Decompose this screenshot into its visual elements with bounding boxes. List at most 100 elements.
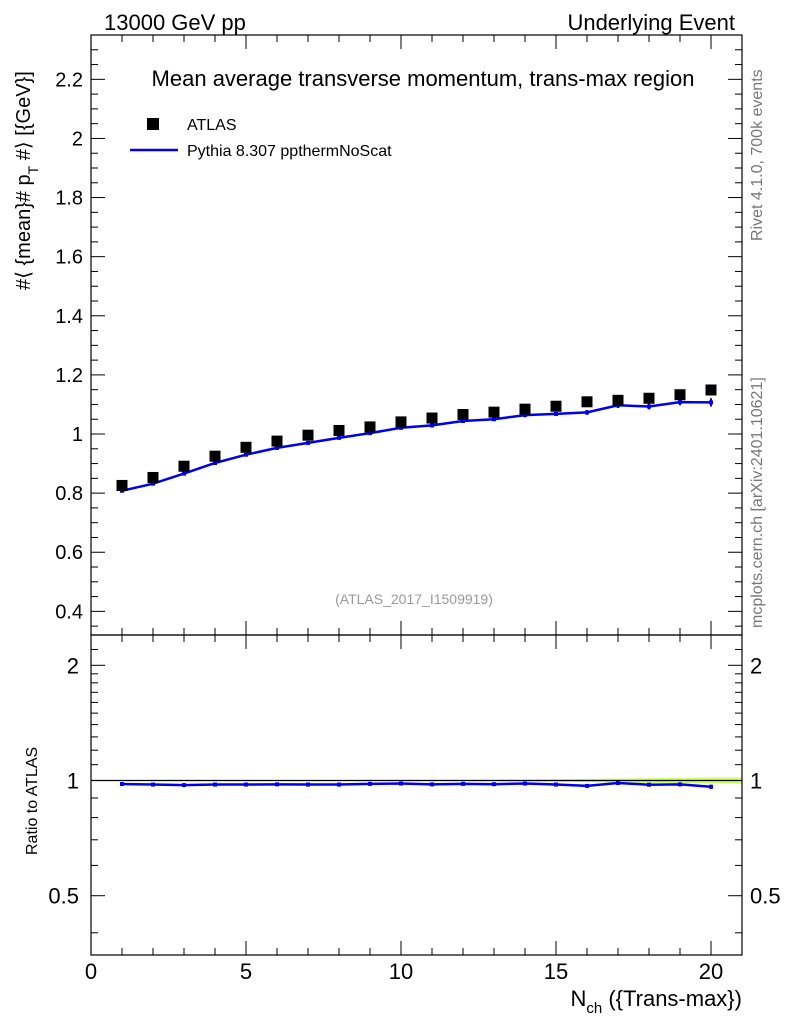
ratio-point — [523, 781, 527, 786]
atlas-point — [271, 435, 283, 447]
watermark: (ATLAS_2017_I1509919) — [335, 591, 493, 607]
main-ytick-label: 1.6 — [55, 247, 83, 269]
legend-atlas-label: ATLAS — [187, 117, 237, 134]
ratio-point — [244, 782, 248, 787]
pythia-point — [275, 445, 279, 450]
ratio-point — [337, 782, 341, 787]
legend-atlas-marker — [147, 118, 159, 130]
atlas-point — [395, 416, 407, 428]
ratio-point — [709, 784, 713, 789]
main-ytick-label: 2.2 — [55, 69, 83, 91]
x-tick-label: 15 — [544, 959, 568, 984]
pythia-point — [182, 471, 186, 476]
pythia-point — [244, 452, 248, 457]
main-ylabel-tail: #⟩ [{GeV}] — [13, 71, 35, 166]
atlas-point — [426, 412, 438, 424]
atlas-point — [147, 471, 159, 483]
ratio-pythia-line — [121, 781, 712, 789]
pythia-point — [368, 431, 372, 436]
pythia-point — [709, 400, 713, 405]
rivet-label: Rivet 4.1.0, 700k events — [749, 69, 766, 241]
header-left: 13000 GeV pp — [104, 10, 246, 35]
legend: ATLAS Pythia 8.307 ppthermNoScat — [130, 117, 392, 160]
atlas-point — [612, 394, 624, 406]
ratio-point — [399, 781, 403, 786]
ratio-point — [585, 783, 589, 788]
ratio-point — [616, 781, 620, 786]
mcplots-label: mcplots.cern.ch [arXiv:2401.10621] — [749, 377, 766, 628]
ratio-ytick-label: 2 — [67, 653, 79, 678]
ratio-point — [120, 782, 124, 787]
pythia-point — [523, 413, 527, 418]
atlas-point — [457, 409, 469, 421]
pythia-point — [678, 400, 682, 405]
ratio-ytick-label-right: 0.5 — [750, 884, 781, 909]
atlas-point — [550, 400, 562, 412]
ratio-point — [678, 782, 682, 787]
main-ylabel: #⟨ {mean}# pT #⟩ [{GeV}] — [13, 71, 41, 290]
ratio-panel: 0.5 0.51 12 20 5 10 15 20 Ratio to ATLAS Nch ({… — [24, 634, 781, 1017]
ratio-point — [306, 782, 310, 787]
pythia-point — [554, 411, 558, 416]
atlas-point — [643, 392, 655, 404]
ratio-point — [461, 781, 465, 786]
ratio-point — [554, 782, 558, 787]
pythia-point — [399, 425, 403, 430]
ratio-ytick-label-right: 1 — [750, 769, 762, 794]
main-ytick-label: 0.4 — [55, 601, 83, 623]
pythia-line — [121, 400, 712, 493]
atlas-point — [581, 396, 593, 408]
pythia-point — [492, 417, 496, 422]
atlas-point — [519, 403, 531, 415]
ratio-point — [492, 782, 496, 787]
pythia-point — [647, 404, 651, 409]
atlas-point — [240, 441, 252, 453]
atlas-point — [116, 479, 128, 491]
pythia-point — [585, 410, 589, 415]
main-panel: Mean average transverse momentum, trans-… — [13, 34, 743, 636]
ratio-ytick-label: 1 — [67, 769, 79, 794]
ratio-point — [368, 781, 372, 786]
main-title: Mean average transverse momentum, trans-… — [152, 66, 695, 91]
atlas-point — [302, 429, 314, 441]
ratio-point — [182, 783, 186, 788]
atlas-point — [209, 450, 221, 462]
ratio-point — [151, 782, 155, 787]
header-right: Underlying Event — [567, 10, 735, 35]
ratio-point — [430, 782, 434, 787]
x-axis-label: Nch ({Trans-max}) — [570, 986, 742, 1017]
main-ylabel-sub: T — [25, 165, 41, 174]
main-ytick-label: 1 — [72, 424, 83, 446]
main-ytick-label: 1.8 — [55, 188, 83, 210]
pythia-point — [337, 435, 341, 440]
main-ytick-label: 1.4 — [55, 306, 83, 328]
atlas-point — [333, 424, 345, 436]
x-axis-label-main: N — [570, 986, 586, 1011]
pythia-point — [151, 481, 155, 486]
ratio-ytick-label-right: 2 — [750, 653, 762, 678]
pythia-point — [461, 419, 465, 424]
x-tick-label: 0 — [85, 959, 97, 984]
atlas-point — [674, 389, 686, 401]
ratio-point — [275, 782, 279, 787]
main-ylabel-main: #⟨ {mean}# p — [13, 174, 35, 290]
x-tick-label: 10 — [389, 959, 413, 984]
main-ytick-label: 0.8 — [55, 483, 83, 505]
atlas-point — [364, 421, 376, 433]
atlas-point — [705, 384, 717, 396]
x-tick-label: 5 — [240, 959, 252, 984]
ratio-point — [213, 782, 217, 787]
x-axis-label-sub: ch — [586, 1000, 602, 1017]
ratio-point — [647, 782, 651, 787]
atlas-point — [178, 460, 190, 472]
ratio-frame — [90, 634, 743, 956]
legend-pythia-label: Pythia 8.307 ppthermNoScat — [187, 143, 392, 160]
pythia-point — [430, 423, 434, 428]
main-ytick-label: 2 — [72, 128, 83, 150]
main-ytick-label: 1.2 — [55, 365, 83, 387]
pythia-point — [213, 460, 217, 465]
x-axis-label-tail: ({Trans-max}) — [602, 986, 742, 1011]
main-ytick-label: 0.6 — [55, 542, 83, 564]
atlas-point — [488, 406, 500, 418]
